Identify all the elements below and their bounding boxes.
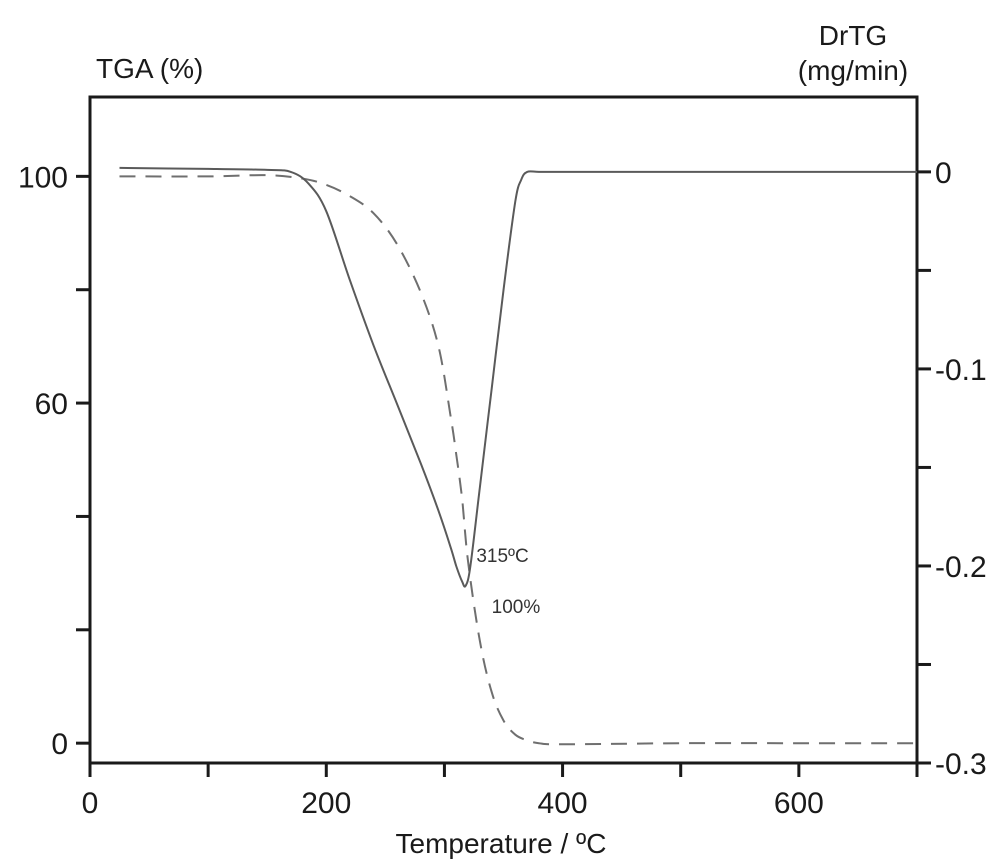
x-tick-label: 400 xyxy=(538,787,588,820)
ticks xyxy=(76,170,931,777)
y-right-axis-title-line2: (mg/min) xyxy=(798,55,908,86)
peak-annotation: 315ºC xyxy=(476,546,528,567)
y-right-tick-label: -0.3 xyxy=(935,748,987,781)
y-right-tick-label: 0 xyxy=(935,157,952,190)
x-tick-label: 0 xyxy=(82,787,99,820)
plot-frame xyxy=(88,95,919,765)
x-axis-title: Temperature / ºC xyxy=(396,828,607,859)
labels: 0 200 400 600 0 60 100 0 -0.1 -0.2 -0.3 315ºC 100% xyxy=(18,157,987,820)
y-right-tick-label: -0.2 xyxy=(935,551,987,584)
x-tick-label: 600 xyxy=(774,787,824,820)
series xyxy=(119,166,917,746)
y-right-tick-label: -0.1 xyxy=(935,354,987,387)
y-left-tick-label: 0 xyxy=(51,728,68,761)
y-left-tick-label: 100 xyxy=(18,161,68,194)
y-right-axis-title-line1: DrTG xyxy=(819,20,887,51)
peak-annotation: 100% xyxy=(492,597,541,618)
x-tick-label: 200 xyxy=(301,787,351,820)
tga-curve xyxy=(119,174,917,746)
y-left-axis-title: TGA (%) xyxy=(96,53,203,84)
drtg-curve xyxy=(119,166,917,588)
y-left-tick-label: 60 xyxy=(35,388,68,421)
